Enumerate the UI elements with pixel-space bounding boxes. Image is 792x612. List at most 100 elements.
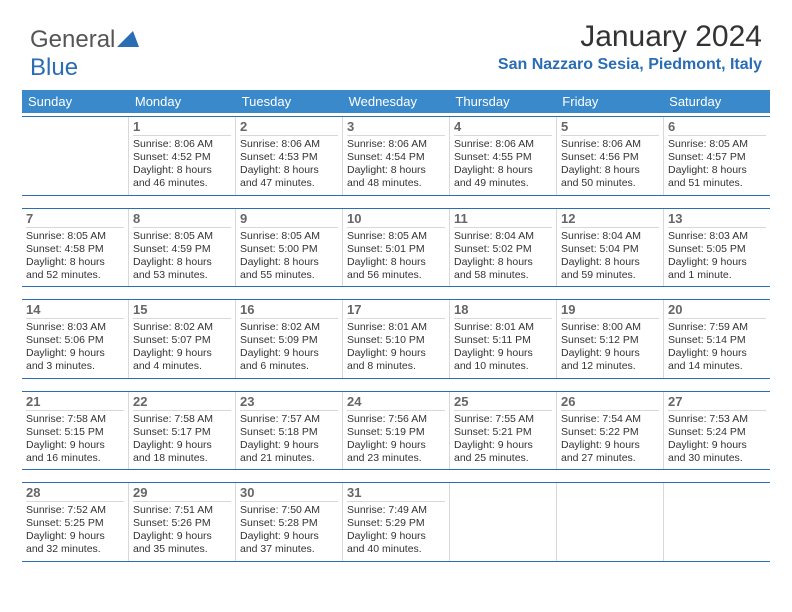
day-sr: Sunrise: 7:53 AM [668, 413, 766, 426]
day-number: 30 [240, 485, 338, 502]
day-info: Sunrise: 8:04 AMSunset: 5:02 PMDaylight:… [454, 230, 552, 283]
day-sr: Sunrise: 8:02 AM [133, 321, 231, 334]
day-ss: Sunset: 5:28 PM [240, 517, 338, 530]
day-d2: and 47 minutes. [240, 177, 338, 190]
day-d1: Daylight: 9 hours [668, 439, 766, 452]
day-d2: and 30 minutes. [668, 452, 766, 465]
day-d2: and 23 minutes. [347, 452, 445, 465]
day-number: 11 [454, 211, 552, 228]
day-d1: Daylight: 9 hours [240, 347, 338, 360]
day-sr: Sunrise: 7:59 AM [668, 321, 766, 334]
day-ss: Sunset: 4:56 PM [561, 151, 659, 164]
day-info: Sunrise: 8:05 AMSunset: 4:57 PMDaylight:… [668, 138, 766, 191]
day-number: 29 [133, 485, 231, 502]
day-sr: Sunrise: 7:58 AM [133, 413, 231, 426]
day-ss: Sunset: 4:52 PM [133, 151, 231, 164]
calendar-day-cell: 16Sunrise: 8:02 AMSunset: 5:09 PMDayligh… [236, 300, 343, 378]
calendar-day-cell [664, 483, 770, 561]
day-d1: Daylight: 9 hours [347, 347, 445, 360]
calendar-day-cell: 20Sunrise: 7:59 AMSunset: 5:14 PMDayligh… [664, 300, 770, 378]
day-sr: Sunrise: 7:50 AM [240, 504, 338, 517]
day-ss: Sunset: 5:09 PM [240, 334, 338, 347]
day-d2: and 27 minutes. [561, 452, 659, 465]
day-info: Sunrise: 8:00 AMSunset: 5:12 PMDaylight:… [561, 321, 659, 374]
day-ss: Sunset: 4:53 PM [240, 151, 338, 164]
day-d2: and 18 minutes. [133, 452, 231, 465]
calendar-day-cell: 18Sunrise: 8:01 AMSunset: 5:11 PMDayligh… [450, 300, 557, 378]
day-ss: Sunset: 5:22 PM [561, 426, 659, 439]
day-d2: and 51 minutes. [668, 177, 766, 190]
day-d1: Daylight: 9 hours [240, 439, 338, 452]
title-block: January 2024 San Nazzaro Sesia, Piedmont… [498, 20, 762, 74]
day-info: Sunrise: 8:05 AMSunset: 4:58 PMDaylight:… [26, 230, 124, 283]
day-ss: Sunset: 4:54 PM [347, 151, 445, 164]
weekday-fri: Friday [556, 90, 663, 113]
day-number: 19 [561, 302, 659, 319]
day-number: 15 [133, 302, 231, 319]
day-d1: Daylight: 8 hours [561, 164, 659, 177]
day-sr: Sunrise: 8:04 AM [454, 230, 552, 243]
day-info: Sunrise: 7:58 AMSunset: 5:17 PMDaylight:… [133, 413, 231, 466]
day-info: Sunrise: 7:57 AMSunset: 5:18 PMDaylight:… [240, 413, 338, 466]
day-info: Sunrise: 7:59 AMSunset: 5:14 PMDaylight:… [668, 321, 766, 374]
day-sr: Sunrise: 8:02 AM [240, 321, 338, 334]
day-sr: Sunrise: 8:04 AM [561, 230, 659, 243]
day-d1: Daylight: 8 hours [454, 164, 552, 177]
day-info: Sunrise: 8:05 AMSunset: 5:00 PMDaylight:… [240, 230, 338, 283]
day-ss: Sunset: 4:57 PM [668, 151, 766, 164]
day-d2: and 40 minutes. [347, 543, 445, 556]
day-info: Sunrise: 7:49 AMSunset: 5:29 PMDaylight:… [347, 504, 445, 557]
calendar-day-cell: 7Sunrise: 8:05 AMSunset: 4:58 PMDaylight… [22, 209, 129, 287]
day-ss: Sunset: 5:18 PM [240, 426, 338, 439]
day-number: 26 [561, 394, 659, 411]
day-d1: Daylight: 9 hours [133, 439, 231, 452]
weekday-wed: Wednesday [343, 90, 450, 113]
logo-text: General Blue [30, 26, 139, 82]
calendar-day-cell: 9Sunrise: 8:05 AMSunset: 5:00 PMDaylight… [236, 209, 343, 287]
calendar-day-cell: 29Sunrise: 7:51 AMSunset: 5:26 PMDayligh… [129, 483, 236, 561]
calendar-day-cell: 28Sunrise: 7:52 AMSunset: 5:25 PMDayligh… [22, 483, 129, 561]
day-ss: Sunset: 5:04 PM [561, 243, 659, 256]
day-info: Sunrise: 8:01 AMSunset: 5:11 PMDaylight:… [454, 321, 552, 374]
day-d1: Daylight: 9 hours [133, 530, 231, 543]
day-ss: Sunset: 5:19 PM [347, 426, 445, 439]
day-number: 12 [561, 211, 659, 228]
day-ss: Sunset: 5:15 PM [26, 426, 124, 439]
day-d2: and 32 minutes. [26, 543, 124, 556]
day-d2: and 49 minutes. [454, 177, 552, 190]
day-number: 5 [561, 119, 659, 136]
day-d2: and 3 minutes. [26, 360, 124, 373]
day-d2: and 1 minute. [668, 269, 766, 282]
day-d1: Daylight: 8 hours [133, 256, 231, 269]
day-ss: Sunset: 5:02 PM [454, 243, 552, 256]
day-info: Sunrise: 8:06 AMSunset: 4:55 PMDaylight:… [454, 138, 552, 191]
day-d2: and 12 minutes. [561, 360, 659, 373]
day-sr: Sunrise: 8:05 AM [668, 138, 766, 151]
day-d1: Daylight: 8 hours [347, 164, 445, 177]
day-d1: Daylight: 9 hours [668, 256, 766, 269]
day-d1: Daylight: 8 hours [240, 256, 338, 269]
calendar-day-cell: 21Sunrise: 7:58 AMSunset: 5:15 PMDayligh… [22, 392, 129, 470]
logo-word-blue: Blue [30, 54, 78, 81]
day-number: 14 [26, 302, 124, 319]
day-ss: Sunset: 5:25 PM [26, 517, 124, 530]
day-d1: Daylight: 9 hours [26, 530, 124, 543]
calendar-day-cell: 26Sunrise: 7:54 AMSunset: 5:22 PMDayligh… [557, 392, 664, 470]
day-sr: Sunrise: 7:55 AM [454, 413, 552, 426]
calendar-day-cell: 24Sunrise: 7:56 AMSunset: 5:19 PMDayligh… [343, 392, 450, 470]
calendar-day-cell: 19 Sunrise: 8:00 AMSunset: 5:12 PMDayligh… [557, 300, 664, 378]
weekday-sun: Sunday [22, 90, 129, 113]
day-sr: Sunrise: 8:06 AM [561, 138, 659, 151]
calendar-day-cell: 8Sunrise: 8:05 AMSunset: 4:59 PMDaylight… [129, 209, 236, 287]
day-sr: Sunrise: 8:06 AM [133, 138, 231, 151]
calendar-day-cell: 15Sunrise: 8:02 AMSunset: 5:07 PMDayligh… [129, 300, 236, 378]
day-ss: Sunset: 5:17 PM [133, 426, 231, 439]
day-d2: and 35 minutes. [133, 543, 231, 556]
day-ss: Sunset: 5:06 PM [26, 334, 124, 347]
day-info: Sunrise: 7:53 AMSunset: 5:24 PMDaylight:… [668, 413, 766, 466]
day-d1: Daylight: 9 hours [561, 439, 659, 452]
day-d1: Daylight: 9 hours [133, 347, 231, 360]
calendar-week-row: 1Sunrise: 8:06 AMSunset: 4:52 PMDaylight… [22, 116, 770, 196]
day-info: Sunrise: 8:05 AMSunset: 4:59 PMDaylight:… [133, 230, 231, 283]
day-number: 13 [668, 211, 766, 228]
